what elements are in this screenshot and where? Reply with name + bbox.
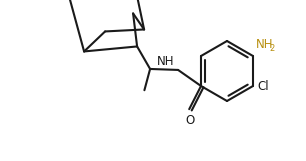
Text: NH: NH: [157, 55, 174, 68]
Text: NH: NH: [256, 38, 274, 51]
Text: O: O: [186, 114, 195, 127]
Text: 2: 2: [269, 44, 274, 53]
Text: Cl: Cl: [257, 80, 269, 93]
